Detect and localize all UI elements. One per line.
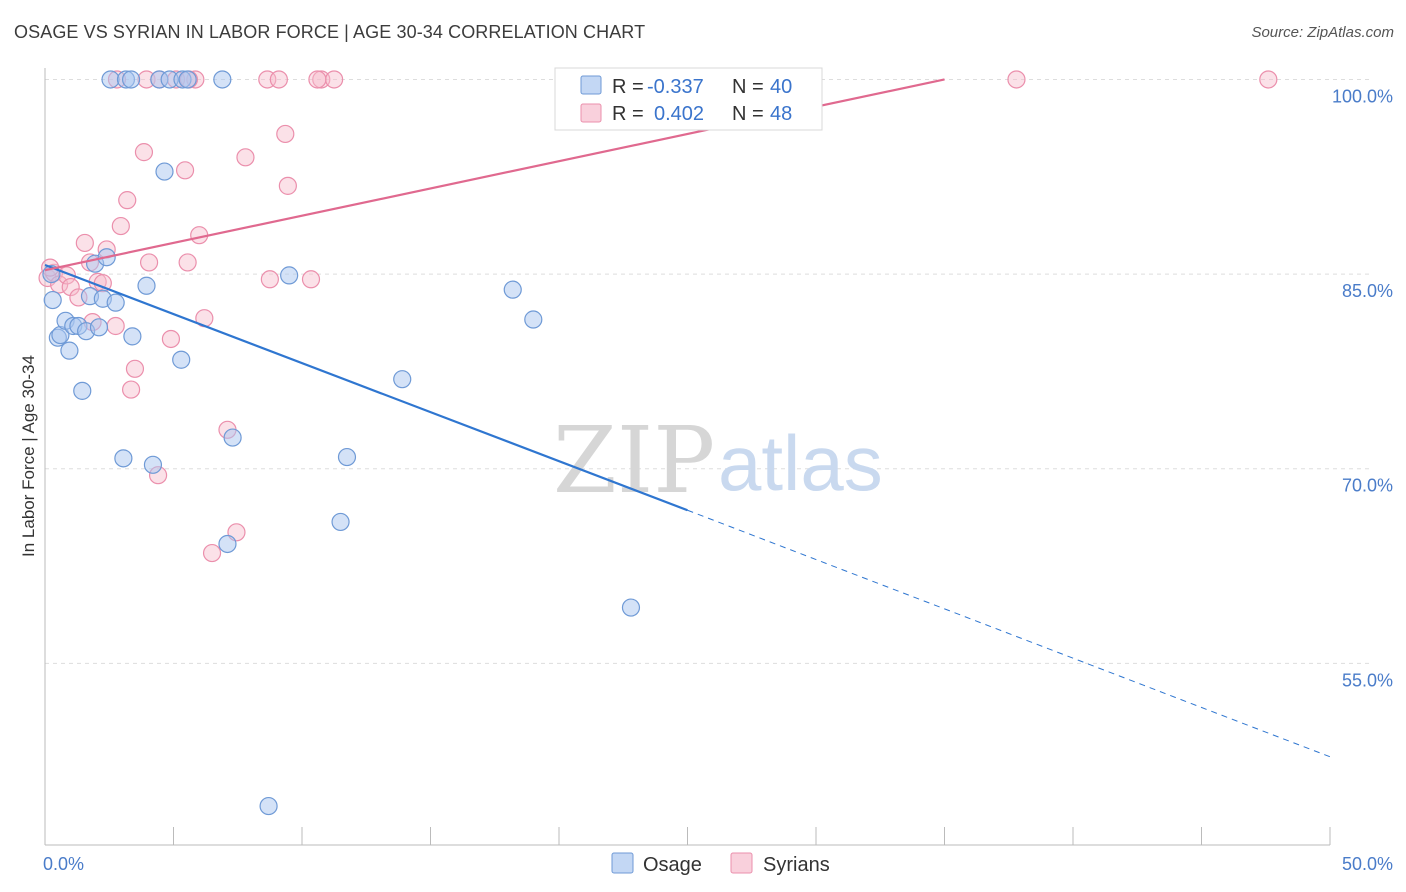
syrian-point <box>308 70 327 89</box>
osage-point <box>503 280 522 299</box>
syrian-point <box>276 124 295 144</box>
watermark: ZIP atlas <box>553 407 883 514</box>
osage-point <box>137 276 156 295</box>
syrian-point <box>269 70 288 89</box>
osage-point <box>621 598 641 617</box>
syrian-point <box>111 216 130 236</box>
osage-point <box>155 162 174 181</box>
osage-trend-extension <box>687 509 1331 758</box>
osage-point <box>60 341 79 360</box>
osage-point <box>43 290 62 310</box>
correlation-legend: R = -0.337 N = 40 R = 0.402 N = 48 <box>554 67 823 131</box>
legend-osage-n-value: 40 <box>770 76 792 98</box>
osage-point <box>89 318 109 337</box>
legend-osage-r-label: R = <box>612 76 644 98</box>
legend-osage-r-value: -0.337 <box>647 76 704 98</box>
legend-bottom-osage-swatch <box>611 852 634 874</box>
syrian-point <box>1007 70 1026 89</box>
osage-point <box>218 534 237 554</box>
syrian-point <box>125 359 145 378</box>
syrian-point <box>106 316 125 336</box>
syrian-point <box>121 380 141 399</box>
syrian-point <box>118 191 137 210</box>
syrian-point <box>134 143 154 162</box>
osage-point <box>114 449 133 468</box>
x-tick-labels: 0.0% 50.0% <box>43 854 1393 874</box>
syrian-point <box>1259 70 1278 89</box>
legend-bottom-syrian-swatch <box>730 852 753 874</box>
axes <box>44 68 1331 846</box>
osage-point <box>213 70 232 89</box>
osage-point <box>101 70 120 89</box>
syrian-point <box>75 233 94 253</box>
gridlines <box>45 78 1370 664</box>
y-tick-label: 100.0% <box>1332 86 1393 106</box>
chart-title: OSAGE VS SYRIAN IN LABOR FORCE | AGE 30-… <box>14 22 646 42</box>
syrian-point <box>175 161 195 180</box>
x-tick-label: 50.0% <box>1342 854 1393 874</box>
syrian-point <box>325 70 344 89</box>
legend-bottom-osage-label: Osage <box>643 854 702 876</box>
source-label: Source: ZipAtlas.com <box>1251 24 1394 41</box>
y-axis-title: In Labor Force | Age 30-34 <box>19 355 38 557</box>
legend-bottom-syrian-label: Syrians <box>763 854 830 876</box>
osage-point <box>331 512 350 532</box>
osage-point <box>524 310 543 329</box>
legend-osage-n-label: N = <box>732 76 764 98</box>
watermark-atlas: atlas <box>718 419 883 507</box>
watermark-zip: ZIP <box>553 407 715 514</box>
syrian-point <box>139 253 159 272</box>
syrian-point <box>178 253 197 272</box>
osage-point <box>121 70 141 89</box>
osage-point <box>106 293 125 312</box>
syrian-point <box>278 176 297 195</box>
y-tick-labels: 100.0% 85.0% 70.0% 55.0% <box>1332 86 1393 690</box>
syrian-point <box>312 70 331 89</box>
osage-point <box>143 455 163 474</box>
legend-syrian-n-value: 48 <box>770 103 792 125</box>
legend-syrian-r-label: R = <box>612 103 644 125</box>
y-tick-label: 70.0% <box>1342 476 1393 496</box>
osage-point <box>123 327 142 346</box>
legend-syrian-r-value: 0.402 <box>654 103 704 125</box>
osage-point <box>337 447 357 467</box>
syrian-point <box>202 543 222 563</box>
osage-point <box>73 381 92 400</box>
osage-point <box>172 350 191 369</box>
syrian-point <box>161 329 181 349</box>
x-tick-label: 0.0% <box>43 854 84 874</box>
y-tick-label: 55.0% <box>1342 670 1393 690</box>
legend-osage-swatch <box>580 75 602 95</box>
syrian-point <box>236 148 255 167</box>
osage-point <box>280 266 299 285</box>
series-legend: Osage Syrians <box>611 852 830 876</box>
osage-point <box>178 70 197 89</box>
osage-point <box>223 428 242 447</box>
osage-points <box>42 70 641 816</box>
syrian-point <box>260 270 279 289</box>
legend-syrian-swatch <box>580 103 602 123</box>
osage-trend-line <box>44 263 688 512</box>
legend-syrian-n-label: N = <box>732 103 764 125</box>
y-tick-label: 85.0% <box>1342 281 1393 301</box>
syrian-point <box>301 270 321 289</box>
osage-point <box>259 796 278 816</box>
osage-point <box>393 370 412 389</box>
